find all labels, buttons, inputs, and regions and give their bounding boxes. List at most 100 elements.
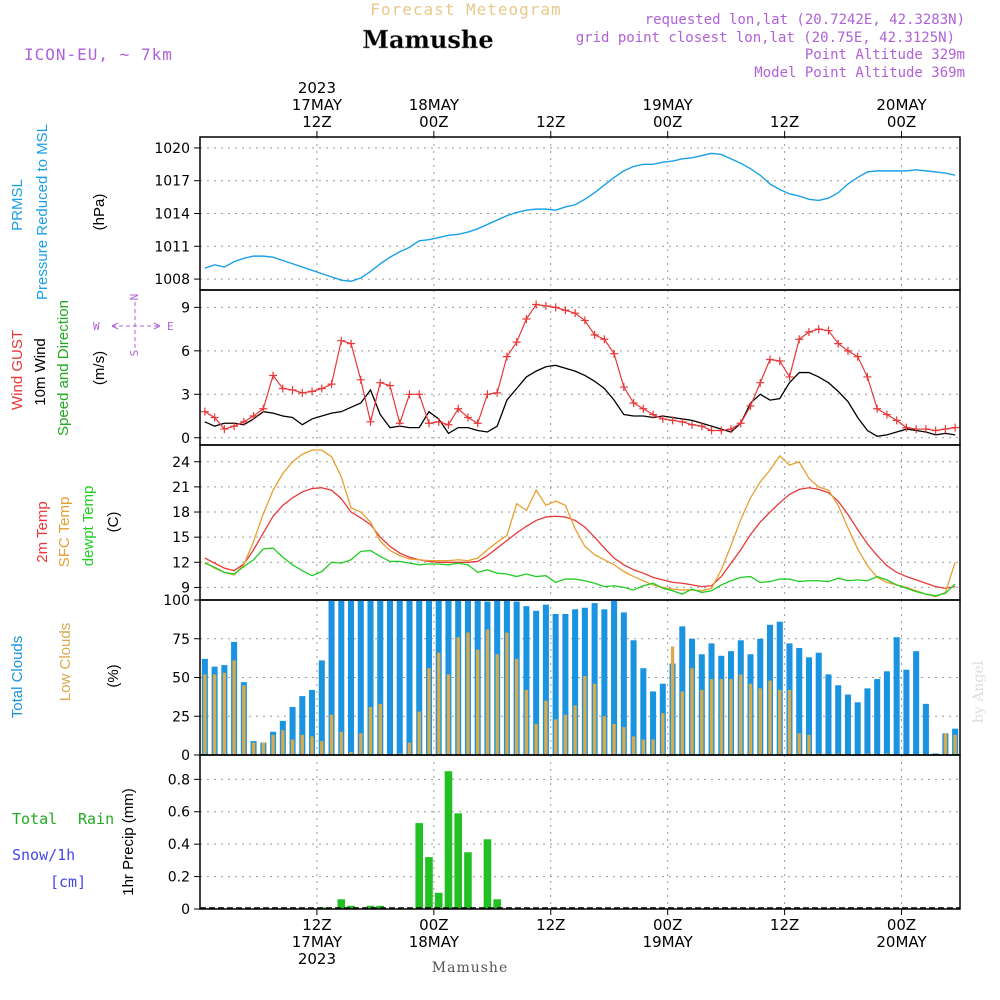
rain-bar	[366, 905, 375, 909]
low-cloud-bar	[466, 632, 470, 755]
total-cloud-bar	[630, 640, 637, 755]
low-clouds-label: Low Clouds	[57, 623, 74, 701]
low-cloud-bar	[359, 733, 363, 755]
wind-gust-marker	[941, 425, 950, 434]
total-cloud-bar	[874, 679, 881, 755]
total-cloud-bar	[377, 600, 384, 755]
low-cloud-bar	[515, 658, 519, 755]
time-label-top: 17MAY	[292, 96, 343, 114]
total-cloud-bar	[542, 604, 549, 755]
total-cloud-bar	[289, 706, 296, 755]
low-cloud-bar	[242, 685, 246, 755]
total-cloud-bar	[620, 612, 627, 755]
wind-gust-label: Wind GUST	[9, 330, 26, 410]
wind-gust-marker	[317, 384, 326, 393]
total-cloud-bar	[825, 674, 832, 755]
wind-tick-label: 9	[181, 300, 190, 316]
low-cloud-bar	[544, 700, 548, 755]
total-cloud-bar	[533, 610, 540, 755]
requested-coords: requested lon,lat (20.7242E, 42.3283N)	[645, 12, 965, 28]
wind-gust-marker	[395, 419, 404, 428]
time-label-top: 00Z	[887, 113, 916, 131]
temp-tick-label: 12	[172, 555, 190, 571]
low-cloud-bar	[729, 679, 733, 755]
total-cloud-bar	[864, 688, 871, 755]
wind-gust-marker	[814, 325, 823, 334]
total-cloud-bar	[601, 609, 608, 755]
low-cloud-bar	[700, 689, 704, 755]
wind-gust-marker	[454, 404, 463, 413]
low-cloud-bar	[407, 742, 412, 755]
time-label-bottom: 00Z	[887, 916, 916, 934]
wind-gust-marker	[239, 417, 248, 426]
rain-bar	[425, 857, 433, 909]
rain-precip-label: Rain	[78, 810, 114, 828]
total-cloud-bar	[854, 702, 861, 755]
precip-panel: 0 0.2 0.4 0.6 0.8	[168, 754, 961, 918]
total-cloud-bar	[396, 600, 403, 755]
total-precip-label: Total	[12, 810, 57, 828]
low-cloud-bar	[778, 689, 782, 755]
wind-gust-marker	[366, 417, 375, 426]
compass-legend: W E N S	[93, 294, 174, 357]
wind-gust-marker	[337, 336, 346, 345]
low-cloud-bar	[417, 711, 421, 755]
rain-bar	[454, 813, 463, 909]
low-cloud-bar	[661, 713, 665, 755]
low-cloud-bar	[651, 739, 655, 755]
dewpt-label: dewpt Temp	[80, 486, 97, 567]
low-cloud-bar	[592, 683, 597, 755]
plot-layer: 1008 1011 1014 1017 1020 0 3 6 9 9 12 15 18 21 24 0 25 50…	[154, 79, 961, 968]
low-cloud-bar	[378, 703, 382, 755]
wind-gust-marker	[668, 416, 677, 425]
time-label-bottom: 19MAY	[643, 933, 694, 951]
time-label-bottom: 00Z	[419, 916, 448, 934]
wind-10m-label: 10m Wind	[32, 338, 49, 406]
wind-gust-marker	[951, 423, 960, 432]
wind-gust-marker	[561, 306, 570, 315]
wind-unit: (m/s)	[91, 351, 108, 385]
wind-gust-marker	[882, 410, 891, 419]
low-cloud-bar	[748, 683, 753, 755]
low-cloud-bar	[563, 714, 568, 755]
precip-tick-label: 0.4	[168, 837, 190, 853]
clouds-tick-label: 25	[172, 709, 190, 725]
rain-bar	[444, 771, 453, 909]
total-cloud-bar	[309, 689, 316, 755]
wind-gust-marker	[210, 413, 219, 422]
time-label-top: 00Z	[653, 113, 682, 131]
precip-frame	[199, 754, 961, 910]
compass-n: N	[128, 294, 141, 301]
low-cloud-bar	[631, 736, 636, 755]
total-cloud-bar	[338, 600, 345, 755]
total-cloud-bar	[640, 668, 647, 755]
time-label-top: 20MAY	[876, 96, 927, 114]
low-cloud-bar	[446, 674, 451, 755]
low-cloud-bar	[797, 733, 801, 755]
wind-gust-marker	[347, 339, 356, 348]
wind-gust-marker	[249, 412, 258, 421]
wind-gust-marker	[288, 385, 297, 394]
time-label-top: 00Z	[419, 113, 448, 131]
low-cloud-bar	[739, 674, 743, 755]
wind-gust-marker	[405, 390, 414, 399]
wind-gust-marker	[902, 423, 911, 432]
wind-tick-label: 3	[181, 387, 190, 403]
low-cloud-bar	[612, 724, 616, 755]
time-label-top: 2023	[298, 79, 336, 97]
low-cloud-bar	[622, 727, 626, 755]
wind-gust-marker	[356, 375, 365, 384]
wind-frame	[199, 289, 961, 446]
total-cloud-bar	[367, 600, 374, 755]
low-cloud-bar	[953, 734, 957, 755]
total-cloud-bar	[552, 613, 559, 755]
time-label-top: 12Z	[536, 113, 565, 131]
low-cloud-bar	[437, 652, 441, 755]
low-cloud-bar	[476, 649, 480, 755]
low-cloud-bar	[212, 674, 217, 755]
total-cloud-bar	[903, 669, 910, 755]
wind-gust-marker	[678, 417, 687, 426]
wind-gust-marker	[386, 381, 394, 390]
wind-gust-line	[204, 303, 956, 432]
